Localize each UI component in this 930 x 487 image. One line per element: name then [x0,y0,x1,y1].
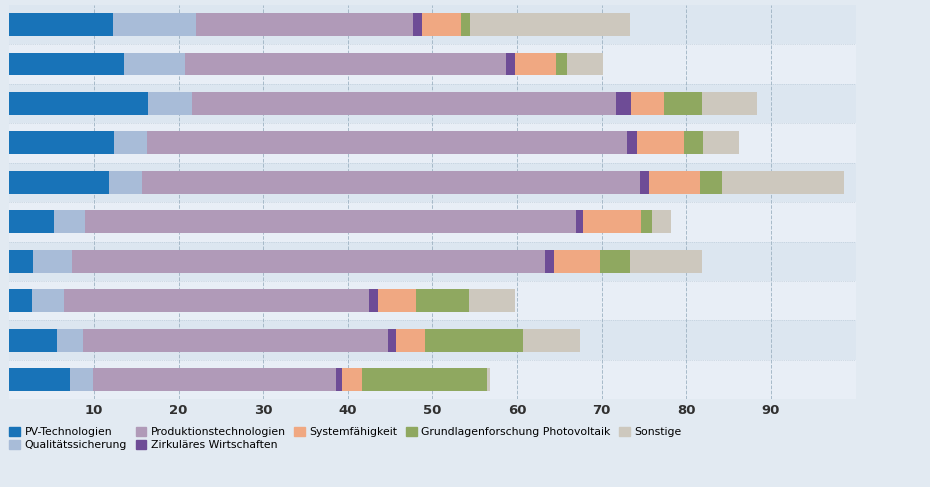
Bar [33,250,72,273]
Bar [577,210,583,233]
Bar [649,171,699,194]
Bar [630,250,702,273]
Bar [193,92,616,115]
Bar [567,53,603,75]
Bar [109,171,142,194]
Bar [506,53,515,75]
Bar [9,281,856,320]
Bar [699,171,723,194]
Bar [195,13,413,36]
Bar [9,123,856,163]
Bar [523,329,579,352]
Bar [32,289,64,312]
Bar [142,171,641,194]
Bar [487,368,490,391]
Bar [9,289,32,312]
Bar [9,202,856,242]
Bar [545,250,554,273]
Bar [85,210,577,233]
Bar [83,329,388,352]
Bar [9,92,148,115]
Bar [9,250,33,273]
Bar [9,163,856,202]
Bar [93,368,337,391]
Bar [185,53,506,75]
Bar [378,289,417,312]
Bar [9,360,856,399]
Bar [9,329,57,352]
Bar [362,368,487,391]
Bar [9,84,856,123]
Bar [9,131,114,154]
Bar [9,320,856,360]
Bar [9,242,856,281]
Bar [9,5,856,44]
Bar [461,13,470,36]
Bar [701,92,757,115]
Bar [641,210,653,233]
Bar [470,13,631,36]
Bar [703,131,738,154]
Bar [341,368,362,391]
Bar [9,53,124,75]
Bar [631,92,664,115]
Bar [72,250,545,273]
Bar [684,131,703,154]
Bar [9,171,109,194]
Bar [64,289,369,312]
Bar [113,13,195,36]
Bar [653,210,671,233]
Bar [54,210,85,233]
Bar [637,131,684,154]
Bar [388,329,396,352]
Bar [396,329,425,352]
Bar [417,289,469,312]
Bar [641,171,649,194]
Bar [147,131,628,154]
Bar [616,92,631,115]
Bar [469,289,515,312]
Bar [9,368,71,391]
Bar [628,131,637,154]
Bar [124,53,185,75]
Bar [9,44,856,84]
Bar [425,329,523,352]
Bar [337,368,341,391]
Bar [723,171,844,194]
Bar [555,53,567,75]
Bar [9,210,54,233]
Bar [413,13,422,36]
Bar [515,53,555,75]
Bar [9,13,113,36]
Bar [57,329,83,352]
Bar [664,92,701,115]
Bar [422,13,461,36]
Bar [600,250,630,273]
Legend: PV-Technologien, Qualitätssicherung, Produktionstechnologien, Zirkuläres Wirtsch: PV-Technologien, Qualitätssicherung, Pro… [9,427,682,450]
Bar [114,131,147,154]
Bar [71,368,93,391]
Bar [554,250,600,273]
Bar [583,210,641,233]
Bar [148,92,193,115]
Bar [369,289,378,312]
